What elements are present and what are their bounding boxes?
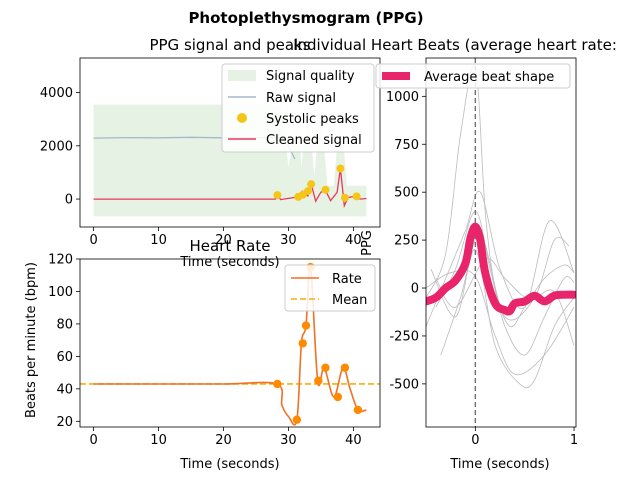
legend-average-label: Average beat shape (424, 70, 554, 85)
ppg-panel-title: PPG signal and peaks (149, 36, 310, 54)
ppg-signal-panel: PPG signal and peaks Time (seconds) 0 10 2… (40, 36, 381, 270)
individual-beat-line (435, 210, 575, 356)
ppg-y-tick-label: 4000 (40, 86, 73, 101)
legend-raw-label: Raw signal (266, 91, 336, 106)
heart-beats-y-axis-label: PPG (360, 230, 375, 256)
heart-rate-y-axis-label: Beats per minute (bpm) (24, 262, 39, 418)
individual-beat-line (426, 65, 575, 328)
beats-y-tick-label: 500 (394, 186, 419, 201)
individual-beat-line (426, 191, 575, 327)
systolic-peak-point (352, 192, 361, 201)
heart-beats-panel: Individual Heart Beats (average heart ra… (293, 36, 617, 472)
rate-peak-point (340, 363, 350, 372)
legend-cleaned-label: Cleaned signal (266, 133, 362, 148)
legend-rate-label: Rate (332, 272, 362, 287)
rate-peak-point (333, 392, 342, 402)
beats-x-tick-label: 1 (570, 433, 578, 448)
beats-legend-box (375, 63, 571, 89)
beats-y-tick-label: 250 (394, 234, 419, 249)
rate-legend: Rate Mean (284, 264, 376, 312)
rate-peak-point (301, 321, 311, 330)
beats-x-tick-label: 0 (471, 433, 479, 448)
legend-quality-swatch (228, 70, 256, 81)
beats-y-tick-label: 1000 (386, 90, 419, 105)
heart-rate-title: Heart Rate (190, 237, 271, 255)
ppg-x-tick-label: 30 (280, 233, 297, 248)
systolic-peak-point (336, 164, 345, 173)
legend-peaks-label: Systolic peaks (266, 112, 359, 127)
rate-y-tick-label: 60 (56, 350, 73, 365)
systolic-peak-point (340, 193, 349, 202)
individual-beat-line (430, 249, 575, 389)
rate-peak-point (292, 415, 302, 424)
rate-peak-point (321, 363, 330, 372)
systolic-peak-point (321, 185, 330, 194)
rate-x-tick-label: 0 (89, 433, 97, 448)
rate-peak-point (298, 339, 307, 348)
rate-legend-box (284, 264, 376, 312)
rate-x-tick-label: 20 (215, 433, 232, 448)
figure-suptitle: Photoplethysmogram (PPG) (188, 9, 423, 27)
beats-legend: Average beat shape (375, 63, 571, 89)
beats-y-tick-label: 750 (394, 138, 419, 153)
rate-y-tick-label: 100 (48, 285, 73, 300)
beats-plot-area (426, 58, 576, 427)
heart-rate-panel: Heart Rate Time (seconds) Beats per minu… (24, 237, 381, 472)
ppg-x-tick-label: 20 (215, 233, 232, 248)
ppg-legend-box (221, 63, 375, 153)
ppg-x-tick-label: 0 (89, 233, 97, 248)
beats-y-tick-label: -250 (389, 329, 419, 344)
individual-beat-line (426, 269, 575, 376)
legend-mean-label: Mean (332, 293, 367, 308)
individual-beat-line (440, 233, 570, 356)
heart-beats-title: Individual Heart Beats (average heart ra… (293, 36, 617, 54)
heart-rate-x-axis-label: Time (seconds) (179, 457, 279, 472)
ppg-y-tick-label: 2000 (40, 139, 73, 154)
rate-y-tick-label: 120 (48, 253, 73, 268)
average-beat-line (426, 222, 576, 316)
rate-y-tick-label: 40 (56, 382, 73, 397)
rate-peak-point (314, 376, 323, 385)
rate-y-tick-label: 20 (56, 415, 73, 430)
systolic-peak-point (303, 187, 312, 196)
rate-axes-frame (79, 258, 381, 428)
heart-beats-x-axis-label: Time (seconds) (449, 457, 549, 472)
rate-x-tick-label: 10 (150, 433, 167, 448)
beats-y-tick-label: -500 (389, 377, 419, 392)
legend-quality-label: Signal quality (266, 69, 355, 84)
rate-x-tick-label: 30 (280, 433, 297, 448)
rate-x-tick-label: 40 (345, 433, 362, 448)
rate-peak-point (353, 405, 363, 415)
legend-peaks-swatch (237, 113, 247, 123)
ppg-axes-frame (79, 57, 381, 228)
ppg-x-tick-label: 10 (150, 233, 167, 248)
systolic-peak-point (273, 191, 282, 200)
rate-peak-point (273, 379, 282, 389)
ppg-y-tick-label: 0 (65, 193, 73, 208)
ppg-x-tick-label: 40 (345, 233, 362, 248)
beats-axes-frame (425, 57, 577, 428)
rate-y-tick-label: 80 (56, 317, 73, 332)
systolic-peak-point (307, 180, 316, 189)
beats-y-tick-label: 0 (411, 282, 419, 297)
ppg-legend: Signal quality Raw signal Systolic peaks Cl… (221, 63, 375, 153)
ppg-x-axis-label: Time (seconds) (179, 255, 279, 270)
